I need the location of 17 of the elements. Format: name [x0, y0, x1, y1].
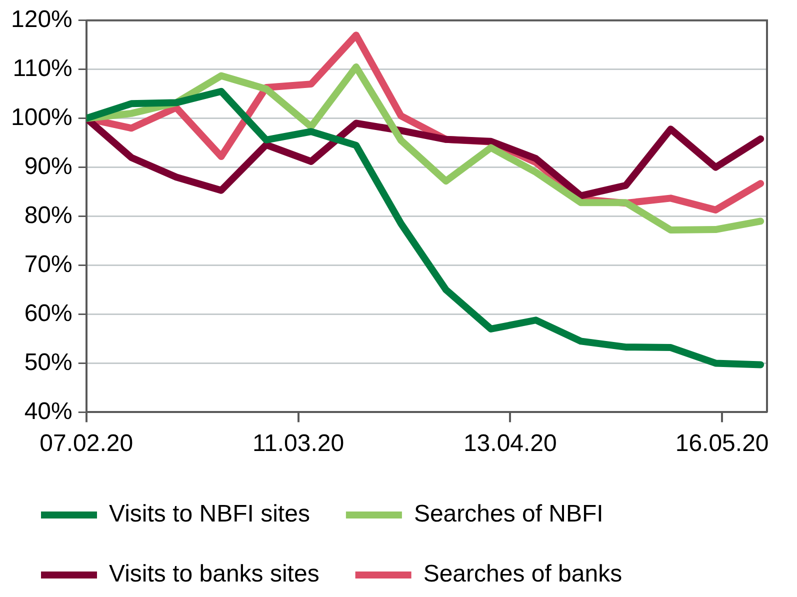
y-tick-label: 90%	[24, 152, 72, 180]
y-tick-label: 120%	[10, 6, 72, 34]
legend-label: Visits to banks sites	[109, 560, 320, 588]
y-tick-label: 60%	[24, 300, 72, 327]
y-tick-label: 80%	[24, 202, 72, 229]
y-tick-label: 40%	[24, 398, 72, 425]
x-tick-label: 07.02.20	[40, 430, 134, 458]
y-tick-label: 110%	[12, 55, 72, 82]
x-tick-label: 11.03.20	[252, 430, 344, 458]
legend-label: Visits to NBFI sites	[109, 500, 310, 528]
x-tick-label: 13.04.20	[463, 430, 557, 458]
y-tick-label: 70%	[24, 250, 72, 278]
y-tick-label: 50%	[24, 348, 72, 376]
y-tick-label: 100%	[10, 104, 72, 131]
legend-label: Searches of NBFI	[414, 500, 604, 528]
legend-label: Searches of banks	[423, 560, 622, 588]
x-tick-label: 16.05.20	[675, 430, 769, 458]
